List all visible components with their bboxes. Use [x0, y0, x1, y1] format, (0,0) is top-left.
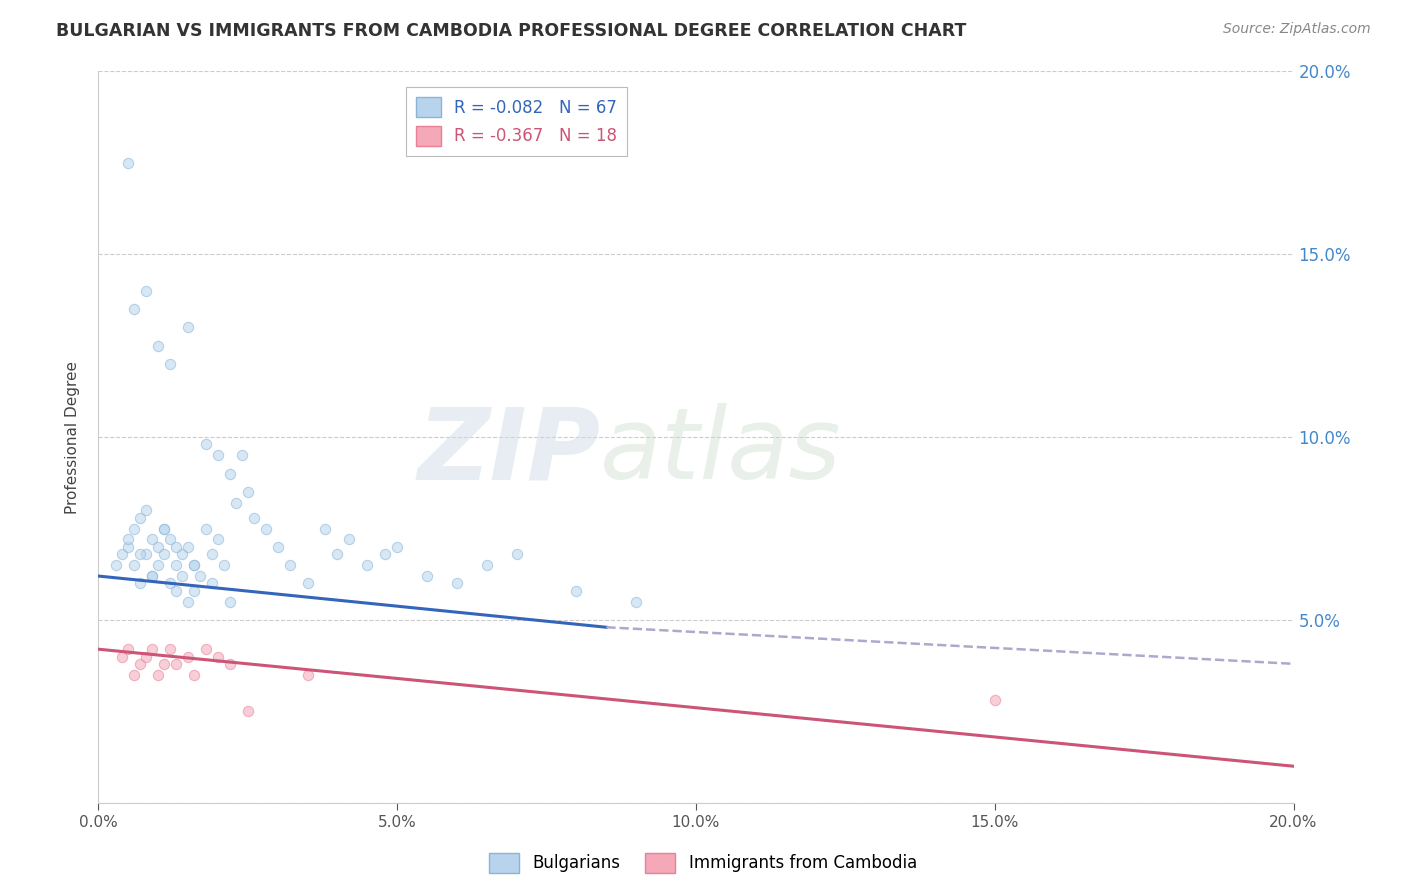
Legend: Bulgarians, Immigrants from Cambodia: Bulgarians, Immigrants from Cambodia [482, 847, 924, 880]
Point [159, 642, 181, 657]
Point [124, 521, 146, 535]
Point [183, 583, 205, 598]
Point [135, 284, 157, 298]
Point [315, 521, 337, 535]
Point [183, 558, 205, 573]
Point [219, 657, 242, 671]
Point [177, 594, 200, 608]
Point [626, 594, 648, 608]
Point [446, 576, 468, 591]
Point [141, 569, 163, 583]
Point [339, 533, 361, 547]
Point [219, 467, 242, 481]
Point [188, 569, 211, 583]
Point [177, 649, 200, 664]
Text: Source: ZipAtlas.com: Source: ZipAtlas.com [1223, 22, 1371, 37]
Point [153, 521, 176, 535]
Point [129, 510, 152, 524]
Point [243, 510, 266, 524]
Point [177, 320, 200, 334]
Point [153, 547, 176, 561]
Point [129, 547, 152, 561]
Point [183, 558, 205, 573]
Point [117, 540, 139, 554]
Point [231, 448, 253, 462]
Point [236, 485, 259, 500]
Point [135, 547, 157, 561]
Text: ZIP: ZIP [418, 403, 600, 500]
Point [195, 437, 218, 451]
Point [165, 657, 187, 671]
Point [135, 503, 157, 517]
Point [297, 576, 319, 591]
Point [267, 540, 290, 554]
Point [117, 156, 139, 170]
Point [177, 540, 200, 554]
Point [159, 357, 181, 371]
Text: atlas: atlas [600, 403, 842, 500]
Point [278, 558, 301, 573]
Point [141, 569, 163, 583]
Point [326, 547, 349, 561]
Point [385, 540, 409, 554]
Point [374, 547, 396, 561]
Point [135, 649, 157, 664]
Point [416, 569, 439, 583]
Point [117, 533, 139, 547]
Point [165, 583, 187, 598]
Point [159, 533, 181, 547]
Point [195, 642, 218, 657]
Point [141, 642, 163, 657]
Point [207, 533, 229, 547]
Point [148, 540, 170, 554]
Point [148, 667, 170, 681]
Point [124, 667, 146, 681]
Point [236, 705, 259, 719]
Point [356, 558, 378, 573]
Point [565, 583, 588, 598]
Point [117, 642, 139, 657]
Point [141, 533, 163, 547]
Point [984, 693, 1007, 707]
Point [225, 496, 247, 510]
Point [129, 657, 152, 671]
Point [201, 576, 224, 591]
Y-axis label: Professional Degree: Professional Degree [65, 360, 80, 514]
Point [172, 547, 194, 561]
Point [212, 558, 235, 573]
Point [201, 547, 224, 561]
Point [153, 657, 176, 671]
Text: BULGARIAN VS IMMIGRANTS FROM CAMBODIA PROFESSIONAL DEGREE CORRELATION CHART: BULGARIAN VS IMMIGRANTS FROM CAMBODIA PR… [56, 22, 966, 40]
Point [254, 521, 277, 535]
Point [111, 649, 134, 664]
Point [165, 558, 187, 573]
Point [165, 540, 187, 554]
Point [153, 521, 176, 535]
Point [207, 448, 229, 462]
Point [129, 576, 152, 591]
Point [506, 547, 529, 561]
Point [195, 521, 218, 535]
Point [105, 558, 128, 573]
Point [111, 547, 134, 561]
Point [159, 576, 181, 591]
Point [183, 667, 205, 681]
Point [148, 558, 170, 573]
Point [124, 301, 146, 317]
Point [207, 649, 229, 664]
Point [172, 569, 194, 583]
Point [475, 558, 498, 573]
Legend: R = -0.082   N = 67, R = -0.367   N = 18: R = -0.082 N = 67, R = -0.367 N = 18 [406, 87, 627, 156]
Point [124, 558, 146, 573]
Point [148, 338, 170, 352]
Point [219, 594, 242, 608]
Point [297, 667, 319, 681]
